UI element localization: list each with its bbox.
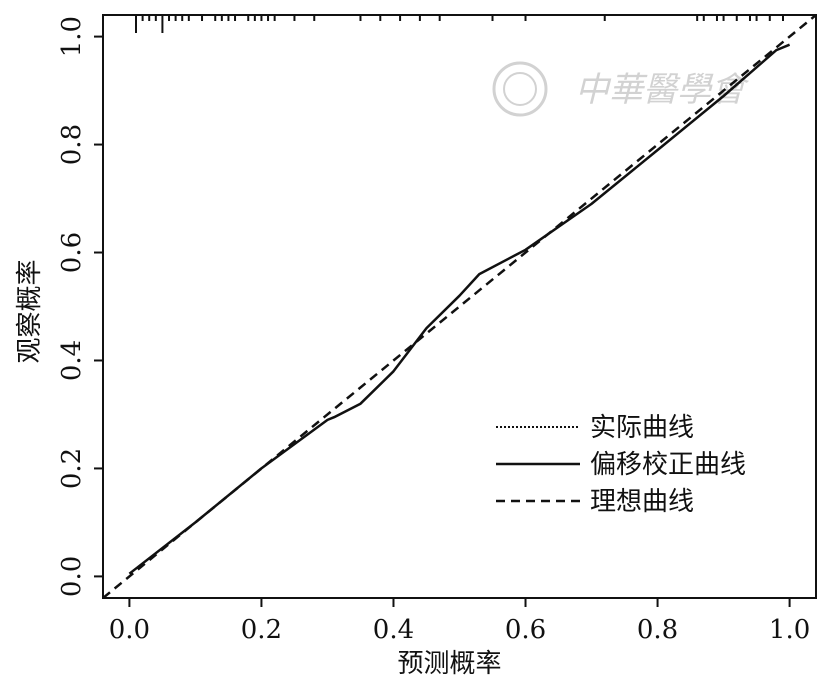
x-tick-label: 0.0 [109,615,150,645]
watermark-text: 中華醫學會 [575,70,750,110]
series-line-dashed [102,14,817,599]
watermark-seal-icon [492,61,548,117]
y-tick-label: 0.0 [57,556,87,597]
legend-label: 实际曲线 [590,413,694,443]
x-tick-label: 0.6 [505,615,546,645]
y-tick-label: 0.2 [57,448,87,489]
y-tick-label: 0.8 [57,124,87,165]
y-tick-label: 0.6 [57,232,87,273]
x-tick-label: 0.2 [241,615,282,645]
watermark-seal-inner-icon [503,72,537,106]
series-line-solid [128,43,791,575]
y-tick-label: 0.4 [57,340,87,381]
watermark: 中華醫學會 [492,61,750,117]
x-tick-label: 0.8 [637,615,678,645]
plot-frame [102,14,817,599]
plot-area: 0.0 0.2 0.4 0.6 0.8 1.0 0.0 0.2 0.4 0.6 0.8 1.0 预测概率… [15,14,817,679]
y-tick-label: 1.0 [57,16,87,57]
x-tick-label: 0.4 [373,615,414,645]
x-axis-title: 预测概率 [397,649,501,679]
y-axis-title: 观察概率 [15,259,45,363]
legend-label: 偏移校正曲线 [590,450,746,480]
x-tick-label: 1.0 [769,615,810,645]
legend-label: 理想曲线 [590,487,694,517]
